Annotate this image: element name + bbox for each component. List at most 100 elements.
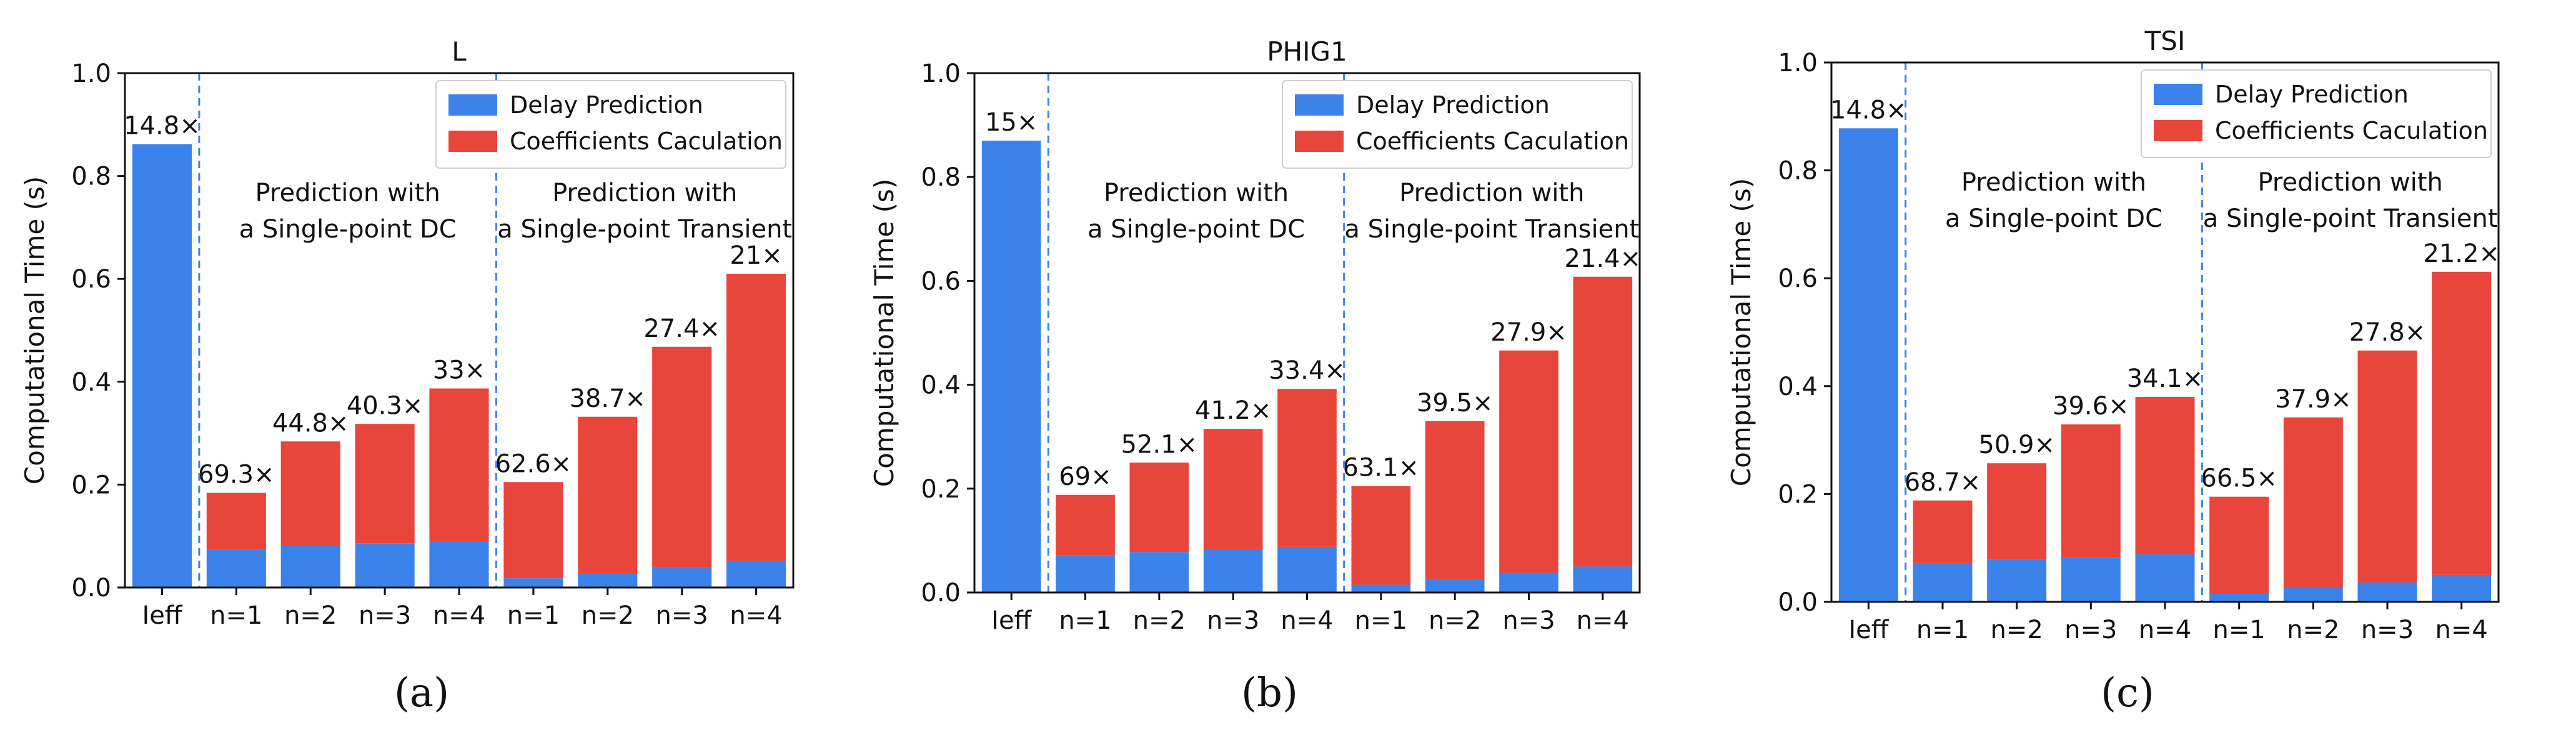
x-tick-label: Ieff xyxy=(1848,616,1889,644)
bar-delay-prediction xyxy=(1277,546,1337,592)
data-label: 50.9× xyxy=(1978,431,2055,459)
bar-coefficients-calculation xyxy=(2283,417,2343,588)
bar-delay-prediction xyxy=(1913,562,1973,602)
legend: Delay Prediction Coefficients Caculation xyxy=(1282,80,1633,169)
bar-coefficients-calculation xyxy=(1129,462,1189,552)
group-label: Prediction with xyxy=(255,179,440,208)
bar-coefficients-calculation xyxy=(2135,397,2195,555)
group-label: Prediction with xyxy=(1104,179,1289,208)
x-tick-label: n=1 xyxy=(2213,616,2266,644)
data-label: 39.6× xyxy=(2053,392,2129,421)
chart-panel-1: L 14.8× 69.3× 44.8×40.3× 33× 62.6× 38.7× 27.4× 2… xyxy=(19,36,795,716)
data-label: 15× xyxy=(985,108,1038,137)
bar-delay-prediction xyxy=(2209,594,2269,602)
bar-delay-prediction xyxy=(1425,579,1485,592)
legend-swatch xyxy=(2154,84,2202,105)
bar-coefficients-calculation xyxy=(1987,463,2047,560)
bar-coefficients-calculation xyxy=(652,346,712,568)
data-label: 21.4× xyxy=(1565,244,1642,273)
data-label: 27.9× xyxy=(1490,318,1567,347)
bar-delay-prediction xyxy=(2357,582,2417,602)
chart-panel-3: TSI 14.8× 68.7× 50.9× 39.6×34.1× 66.5× 37.9× 27… xyxy=(1726,26,2500,716)
legend-swatch xyxy=(1295,131,1344,152)
bar-coefficients-calculation xyxy=(1425,421,1485,579)
bar-delay-prediction xyxy=(2061,557,2121,602)
bar-coefficients-calculation xyxy=(429,388,489,541)
bar-coefficients-calculation xyxy=(2432,271,2492,575)
data-label: 21× xyxy=(730,241,782,270)
data-label: 44.8× xyxy=(272,409,349,438)
panel-label: (c) xyxy=(2101,670,2154,716)
bar-coefficients-calculation xyxy=(578,416,638,573)
bar-coefficients-calculation xyxy=(2209,496,2269,594)
x-tick-label: n=2 xyxy=(1991,616,2043,644)
bar-delay-prediction xyxy=(429,541,489,588)
data-label: 38.7× xyxy=(569,384,646,413)
group-label: a Single-point DC xyxy=(1087,215,1305,244)
x-tick-label: n=3 xyxy=(2064,616,2117,644)
x-tick-label: n=2 xyxy=(1429,606,1481,635)
bar-coefficients-calculation xyxy=(2061,424,2121,558)
bar-delay-prediction xyxy=(1056,555,1115,592)
legend-box xyxy=(2141,69,2492,158)
x-tick-label: n=2 xyxy=(1133,606,1186,635)
bar-delay-prediction xyxy=(280,545,340,588)
bar-coefficients-calculation xyxy=(1499,350,1558,573)
data-label: 40.3× xyxy=(347,391,424,420)
bar-delay-prediction xyxy=(1573,566,1633,592)
x-tick-label: n=1 xyxy=(507,601,560,630)
y-tick-label: 1.0 xyxy=(921,59,961,88)
y-tick-label: 0.8 xyxy=(71,162,111,191)
x-tick-label: n=3 xyxy=(1502,606,1555,635)
bar-delay-prediction xyxy=(355,543,415,588)
group-label: a Single-point Transient xyxy=(1344,215,1639,244)
legend-swatch xyxy=(448,94,497,116)
x-tick-label: n=1 xyxy=(1355,606,1407,635)
y-tick-label: 0.8 xyxy=(1778,157,1818,186)
chart-title: L xyxy=(452,36,467,67)
bar-coefficients-calculation xyxy=(2357,350,2417,582)
y-axis-label: Computational Time (s) xyxy=(19,176,50,484)
group-label: Prediction with xyxy=(1961,168,2146,197)
x-tick-label: n=4 xyxy=(433,601,485,630)
bar-delay-prediction xyxy=(1838,128,1898,602)
chart-title: TSI xyxy=(2144,26,2186,56)
group-label: a Single-point Transient xyxy=(497,215,792,244)
y-tick-label: 0.4 xyxy=(1778,372,1818,401)
x-tick-label: n=2 xyxy=(2287,616,2339,644)
bar-delay-prediction xyxy=(578,572,638,588)
data-label: 14.8× xyxy=(1830,96,1907,124)
legend-label: Coefficients Caculation xyxy=(510,128,783,155)
bar-delay-prediction xyxy=(981,141,1041,592)
x-tick-label: n=2 xyxy=(582,601,634,630)
bar-delay-prediction xyxy=(503,578,563,588)
data-label: 34.1× xyxy=(2127,364,2204,393)
bar-coefficients-calculation xyxy=(503,482,563,579)
bar-coefficients-calculation xyxy=(1056,494,1115,556)
y-tick-label: 1.0 xyxy=(71,59,111,88)
legend-label: Coefficients Caculation xyxy=(2215,117,2488,144)
x-tick-label: n=1 xyxy=(1059,606,1111,635)
bar-delay-prediction xyxy=(1351,584,1411,592)
group-label: a Single-point DC xyxy=(1945,204,2162,233)
bar-delay-prediction xyxy=(206,549,266,588)
group-label: a Single-point Transient xyxy=(2203,204,2498,233)
y-tick-label: 0.6 xyxy=(1778,264,1818,293)
group-label: Prediction with xyxy=(1399,179,1584,208)
y-tick-label: 0.4 xyxy=(71,368,111,397)
y-tick-label: 0.6 xyxy=(921,267,961,296)
bar-delay-prediction xyxy=(2135,554,2195,602)
y-tick-label: 0.6 xyxy=(71,265,111,294)
data-label: 37.9× xyxy=(2275,385,2352,414)
x-tick-label: n=4 xyxy=(1281,606,1333,635)
y-tick-label: 0.2 xyxy=(921,475,961,504)
bar-coefficients-calculation xyxy=(1203,429,1263,550)
data-label: 33× xyxy=(433,356,485,384)
bar-coefficients-calculation xyxy=(355,424,415,544)
bar-delay-prediction xyxy=(2432,574,2492,602)
group-label: a Single-point DC xyxy=(239,215,457,244)
y-tick-label: 0.4 xyxy=(921,371,961,400)
data-label: 27.8× xyxy=(2349,318,2426,347)
panel-label: (b) xyxy=(1241,670,1298,716)
